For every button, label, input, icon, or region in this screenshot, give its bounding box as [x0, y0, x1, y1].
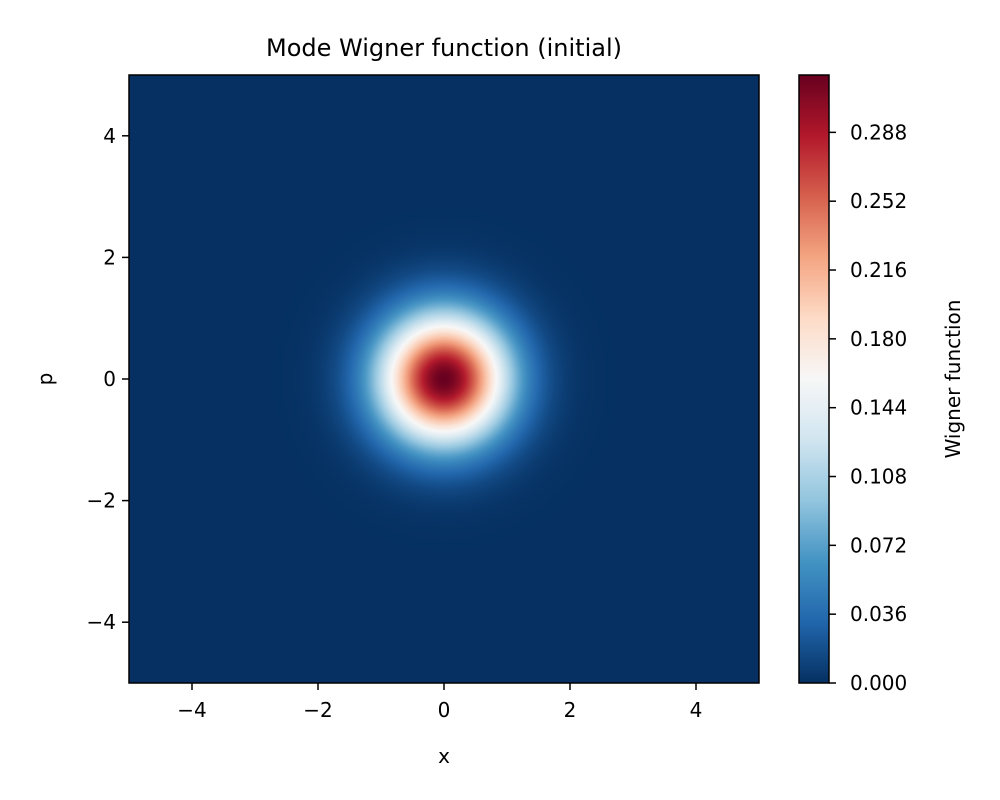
- wigner-heatmap: [129, 75, 759, 683]
- colorbar-tick-label: 0.000: [850, 671, 907, 695]
- x-axis-label: x: [438, 744, 450, 768]
- colorbar-tick-label: 0.252: [850, 189, 907, 213]
- y-axis-ticks: −4 −2 0 2 4: [87, 124, 129, 634]
- chart-title: Mode Wigner function (initial): [266, 34, 622, 62]
- colorbar: 0.000 0.036 0.072 0.108 0.144 0.180 0.216 0.252…: [798, 74, 907, 695]
- x-tick-label: 4: [690, 698, 703, 722]
- colorbar-label: Wigner function: [941, 300, 965, 459]
- x-axis-ticks: −4 −2 0 2 4: [177, 683, 702, 722]
- x-tick-label: −4: [177, 698, 206, 722]
- x-tick-label: −2: [303, 698, 332, 722]
- y-tick-label: 2: [103, 245, 116, 269]
- colorbar-tick-label: 0.108: [850, 465, 907, 489]
- colorbar-tick-label: 0.288: [850, 120, 907, 144]
- colorbar-ticks: 0.000 0.036 0.072 0.108 0.144 0.180 0.216 0.252…: [829, 120, 907, 695]
- y-axis-label: p: [33, 373, 57, 386]
- colorbar-tick-label: 0.036: [850, 602, 907, 626]
- colorbar-scale: [798, 74, 830, 684]
- y-tick-label: 4: [103, 124, 116, 148]
- colorbar-tick-label: 0.180: [850, 327, 907, 351]
- y-tick-label: −2: [87, 489, 116, 513]
- colorbar-tick-label: 0.144: [850, 396, 907, 420]
- colorbar-tick-label: 0.072: [850, 533, 907, 557]
- plot-area: [128, 74, 760, 684]
- y-tick-label: −4: [87, 610, 116, 634]
- colorbar-tick-label: 0.216: [850, 258, 907, 282]
- x-tick-label: 2: [564, 698, 577, 722]
- y-tick-label: 0: [103, 367, 116, 391]
- x-tick-label: 0: [438, 698, 451, 722]
